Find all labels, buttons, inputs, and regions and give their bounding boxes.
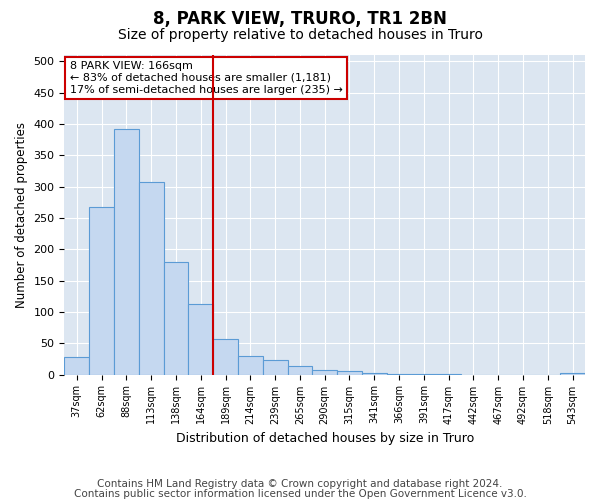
Bar [64,357,89,374]
Bar [313,370,337,374]
Bar [164,262,188,374]
Text: Contains HM Land Registry data © Crown copyright and database right 2024.: Contains HM Land Registry data © Crown c… [97,479,503,489]
Bar [114,129,139,374]
Text: 8 PARK VIEW: 166sqm
← 83% of detached houses are smaller (1,181)
17% of semi-det: 8 PARK VIEW: 166sqm ← 83% of detached ho… [70,62,343,94]
Text: 8, PARK VIEW, TRURO, TR1 2BN: 8, PARK VIEW, TRURO, TR1 2BN [153,10,447,28]
X-axis label: Distribution of detached houses by size in Truro: Distribution of detached houses by size … [176,432,474,445]
Bar [213,339,238,374]
Y-axis label: Number of detached properties: Number of detached properties [15,122,28,308]
Bar [238,356,263,374]
Bar [89,208,114,374]
Text: Contains public sector information licensed under the Open Government Licence v3: Contains public sector information licen… [74,489,526,499]
Text: Size of property relative to detached houses in Truro: Size of property relative to detached ho… [118,28,482,42]
Bar [560,372,585,374]
Bar [139,182,164,374]
Bar [188,304,213,374]
Bar [263,360,287,374]
Bar [337,372,362,374]
Bar [287,366,313,374]
